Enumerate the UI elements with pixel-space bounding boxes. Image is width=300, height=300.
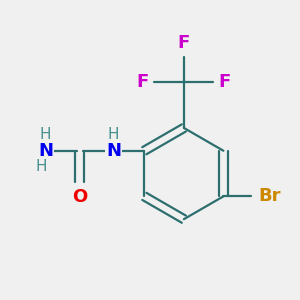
- Text: F: F: [178, 34, 190, 52]
- Text: H: H: [108, 128, 119, 142]
- Text: F: F: [219, 73, 231, 91]
- Text: Br: Br: [258, 188, 280, 206]
- Text: F: F: [137, 73, 149, 91]
- Text: N: N: [38, 142, 53, 160]
- Text: O: O: [72, 188, 87, 206]
- Text: H: H: [40, 128, 51, 142]
- Text: N: N: [106, 142, 121, 160]
- Text: H: H: [35, 159, 47, 174]
